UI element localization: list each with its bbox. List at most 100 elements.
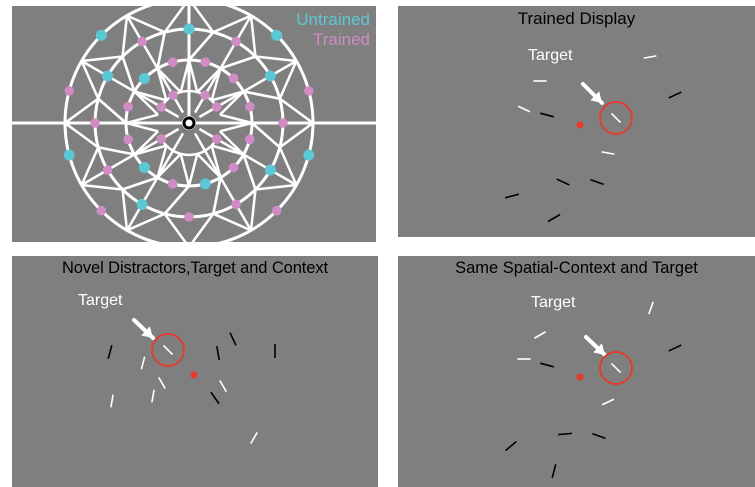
trained-position-dot [245,101,255,112]
connector-line [156,67,182,93]
connector-line [97,146,135,156]
trained-position-dot [167,57,178,67]
target-arrow-head [141,326,153,338]
position-grid-diagram [12,6,376,242]
dark-distractor [505,193,519,199]
trained-position-dot [200,57,211,67]
connector-line [212,14,252,34]
bright-distractor [643,55,657,59]
connector-line [163,213,187,242]
connector-line [211,144,244,156]
connector-line [121,15,129,57]
untrained-position-dot [183,23,195,35]
dark-distractor [592,432,606,440]
connector-line [210,68,222,101]
dark-distractor [505,440,517,452]
trained-position-dot [228,162,239,173]
search-display [505,55,682,223]
trained-position-dot [102,165,113,175]
bright-distractor [110,394,114,408]
connector-line [134,90,167,102]
spoke-line [193,132,253,232]
connector-line [212,177,222,215]
connector-line [196,153,222,179]
connector-line [212,212,252,232]
connector-line [192,6,215,33]
dark-distractor [668,344,682,352]
connector-line [255,183,297,191]
untrained-position-dot [271,29,283,41]
target-highlight-circle [151,333,185,367]
search-display [505,301,682,478]
legend-untrained: Untrained [296,10,370,29]
same-context-panel: Same Spatial-Context and Target Target [398,256,755,487]
bright-distractor [601,398,615,406]
untrained-position-dot [264,70,276,82]
connector-line [278,146,298,186]
trained-position-dot [167,179,178,189]
trained-position-dot [271,205,282,216]
connector-line [249,15,257,57]
bright-distractor [648,301,654,315]
untrained-position-dot [102,70,114,82]
connector-line [80,60,100,100]
target-line [610,362,622,374]
connector-line [81,183,123,191]
target-line [610,112,622,124]
connector-line [133,130,159,156]
connector-line [219,130,245,156]
connector-line [125,113,159,125]
connector-line [210,145,222,178]
connector-line [242,154,257,190]
legend-trained: Trained [312,30,370,49]
trained-position-dot [168,90,178,101]
untrained-position-dot [303,149,315,161]
connector-line [211,90,244,102]
connector-line [243,90,281,100]
connector-line [249,189,257,231]
target-highlight-circle [599,101,633,135]
connector-line [64,121,99,149]
connector-line [80,146,100,186]
connector-line [121,189,129,231]
connector-line [156,145,168,178]
trained-position-dot [211,102,222,112]
bright-distractor [219,379,227,393]
trained-display-panel: Trained Display Target [398,6,755,237]
trained-position-dot [200,90,210,101]
bright-distractor [250,431,258,445]
dark-distractor [215,345,221,361]
search-display [107,318,276,445]
trained-position-dot [278,118,288,128]
bright-distractor [158,376,166,390]
trained-position-dot [303,86,314,96]
dark-distractor [668,91,682,99]
target-highlight-circle [599,351,633,385]
dark-distractor [557,432,573,436]
connector-line [126,212,166,232]
trained-position-dot [245,134,255,145]
connector-line [255,55,297,63]
dark-distractor [229,332,237,346]
dark-distractor [540,362,554,368]
trained-position-dot [184,212,194,222]
connector-line [81,55,123,63]
bright-distractor [533,331,547,339]
fixation-dot [190,371,198,379]
connector-line [64,97,99,125]
untrained-position-dot [138,72,150,84]
trained-position-dot [156,134,167,144]
dark-distractor [556,178,570,186]
connector-line [156,31,166,69]
connector-line [251,122,281,149]
untrained-position-dot [264,164,276,176]
target-line [162,344,174,356]
spoke-line [125,132,185,232]
connector-line [219,90,245,116]
connector-line [163,185,190,215]
bright-distractor [140,356,146,370]
panel-title: Novel Distractors,Target and Context [61,259,329,277]
connector-line [156,153,182,179]
legend: Untrained Trained [262,10,370,50]
untrained-position-dot [138,162,150,174]
